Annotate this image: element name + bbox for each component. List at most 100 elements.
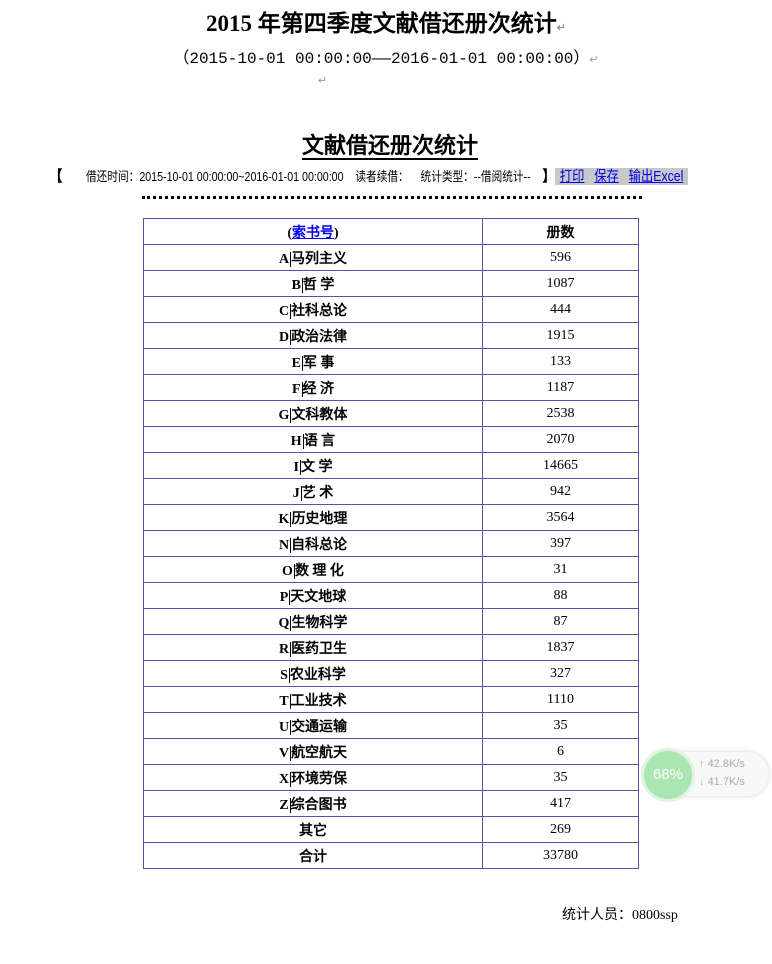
class-count: 417 bbox=[482, 790, 639, 817]
table-row: T 工业技术 1110 bbox=[143, 686, 639, 713]
class-name: 政治法律 bbox=[291, 329, 348, 345]
memory-usage-badge[interactable]: 68% bbox=[641, 748, 695, 802]
class-name: 马列主义 bbox=[291, 251, 348, 267]
table-row: N 自科总论 397 bbox=[143, 530, 639, 557]
class-code: X bbox=[278, 771, 292, 787]
class-name: 交通运输 bbox=[291, 719, 348, 735]
class-code: S bbox=[280, 667, 290, 683]
table-row: S 农业科学 327 bbox=[143, 660, 639, 687]
class-code: T bbox=[279, 693, 291, 709]
bracket-open: 【 bbox=[50, 168, 63, 185]
class-name: 环境劳保 bbox=[291, 771, 348, 787]
class-name: 文 学 bbox=[300, 459, 333, 475]
dotted-divider bbox=[142, 196, 642, 199]
class-count: 6 bbox=[482, 738, 639, 765]
document-date-range: （2015-10-01 00:00:00——2016-01-01 00:00:0… bbox=[173, 50, 599, 68]
class-name: 天文地球 bbox=[290, 589, 347, 605]
class-count: 1087 bbox=[482, 270, 639, 297]
class-code: U bbox=[278, 719, 292, 735]
type-label: 统计类型：--借阅统计-- bbox=[420, 169, 531, 184]
class-code: H bbox=[290, 433, 304, 449]
stats-table: (索书号) 册数 A 马列主义 596 B 哲 学 1087 C 社科总论 444 D 政治法律 19… bbox=[143, 218, 639, 869]
call-number-sort-link[interactable]: 索书号 bbox=[292, 225, 334, 241]
class-name: 艺 术 bbox=[301, 485, 334, 501]
network-speed-widget[interactable]: 68% ↑ 42.8K/s ↓ 41.7K/s bbox=[641, 748, 769, 802]
class-count: 444 bbox=[482, 296, 639, 323]
table-row: U 交通运输 35 bbox=[143, 712, 639, 739]
arrow-up-icon: ↑ bbox=[699, 758, 705, 770]
table-row: A 马列主义 596 bbox=[143, 244, 639, 271]
other-row: 其它 269 bbox=[143, 816, 639, 843]
class-name: 语 言 bbox=[303, 433, 336, 449]
class-count: 3564 bbox=[482, 504, 639, 531]
class-count: 35 bbox=[482, 712, 639, 739]
class-count: 31 bbox=[482, 556, 639, 583]
class-code: F bbox=[291, 381, 303, 397]
class-name: 历史地理 bbox=[291, 511, 348, 527]
table-row: K 历史地理 3564 bbox=[143, 504, 639, 531]
export-excel-link[interactable]: 输出Excel bbox=[623, 168, 689, 185]
table-row: Z 综合图书 417 bbox=[143, 790, 639, 817]
class-count: 2538 bbox=[482, 400, 639, 427]
class-name: 生物科学 bbox=[291, 615, 348, 631]
table-row: Q 生物科学 87 bbox=[143, 608, 639, 635]
class-count: 1837 bbox=[482, 634, 639, 661]
class-count: 1915 bbox=[482, 322, 639, 349]
statistician: 统计人员：0800ssp bbox=[562, 908, 678, 923]
class-code: B bbox=[291, 277, 303, 293]
class-name: 军 事 bbox=[302, 355, 335, 371]
class-code: V bbox=[278, 745, 292, 761]
total-label: 合计 bbox=[143, 842, 483, 869]
report-title: 文献借还册次统计 bbox=[301, 133, 478, 160]
class-code: I bbox=[293, 459, 301, 475]
class-code: Q bbox=[278, 615, 292, 631]
class-count: 133 bbox=[482, 348, 639, 375]
class-count: 942 bbox=[482, 478, 639, 505]
class-code: G bbox=[278, 407, 292, 423]
class-count: 327 bbox=[482, 660, 639, 687]
class-name: 文科教体 bbox=[291, 407, 348, 423]
class-code: P bbox=[279, 589, 291, 605]
table-header: (索书号) 册数 bbox=[143, 218, 639, 245]
class-code: J bbox=[292, 485, 302, 501]
class-count: 1187 bbox=[482, 374, 639, 401]
class-name: 医药卫生 bbox=[291, 641, 348, 657]
bracket-close: 】 bbox=[542, 168, 555, 185]
paragraph-mark: ↵ bbox=[318, 75, 328, 87]
save-link[interactable]: 保存 bbox=[589, 168, 624, 185]
class-code: O bbox=[282, 563, 295, 579]
report-filter-bar: 【 借还时间：2015-10-01 00:00:00~2016-01-01 00… bbox=[50, 165, 689, 186]
class-code: A bbox=[278, 251, 292, 267]
class-name: 航空航天 bbox=[291, 745, 348, 761]
other-count: 269 bbox=[482, 816, 639, 843]
time-label: 借还时间：2015-10-01 00:00:00~2016-01-01 00:0… bbox=[86, 169, 344, 184]
table-row: C 社科总论 444 bbox=[143, 296, 639, 323]
class-name: 社科总论 bbox=[291, 303, 348, 319]
class-code: D bbox=[278, 329, 292, 345]
count-header: 册数 bbox=[482, 218, 639, 245]
table-row: V 航空航天 6 bbox=[143, 738, 639, 765]
class-count: 397 bbox=[482, 530, 639, 557]
table-row: G 文科教体 2538 bbox=[143, 400, 639, 427]
class-name: 农业科学 bbox=[289, 667, 346, 683]
class-name: 自科总论 bbox=[291, 537, 348, 553]
print-link[interactable]: 打印 bbox=[554, 168, 590, 185]
document-title: 2015 年第四季度文献借还册次统计↵ bbox=[206, 11, 566, 36]
class-name: 哲 学 bbox=[302, 277, 335, 293]
table-row: P 天文地球 88 bbox=[143, 582, 639, 609]
upload-speed: ↑ 42.8K/s bbox=[699, 758, 745, 770]
table-row: D 政治法律 1915 bbox=[143, 322, 639, 349]
class-code: E bbox=[291, 355, 303, 371]
total-count: 33780 bbox=[482, 842, 639, 869]
class-code: N bbox=[278, 537, 292, 553]
class-name: 数 理 化 bbox=[294, 563, 344, 579]
class-code: C bbox=[278, 303, 292, 319]
class-code: Z bbox=[279, 797, 291, 813]
